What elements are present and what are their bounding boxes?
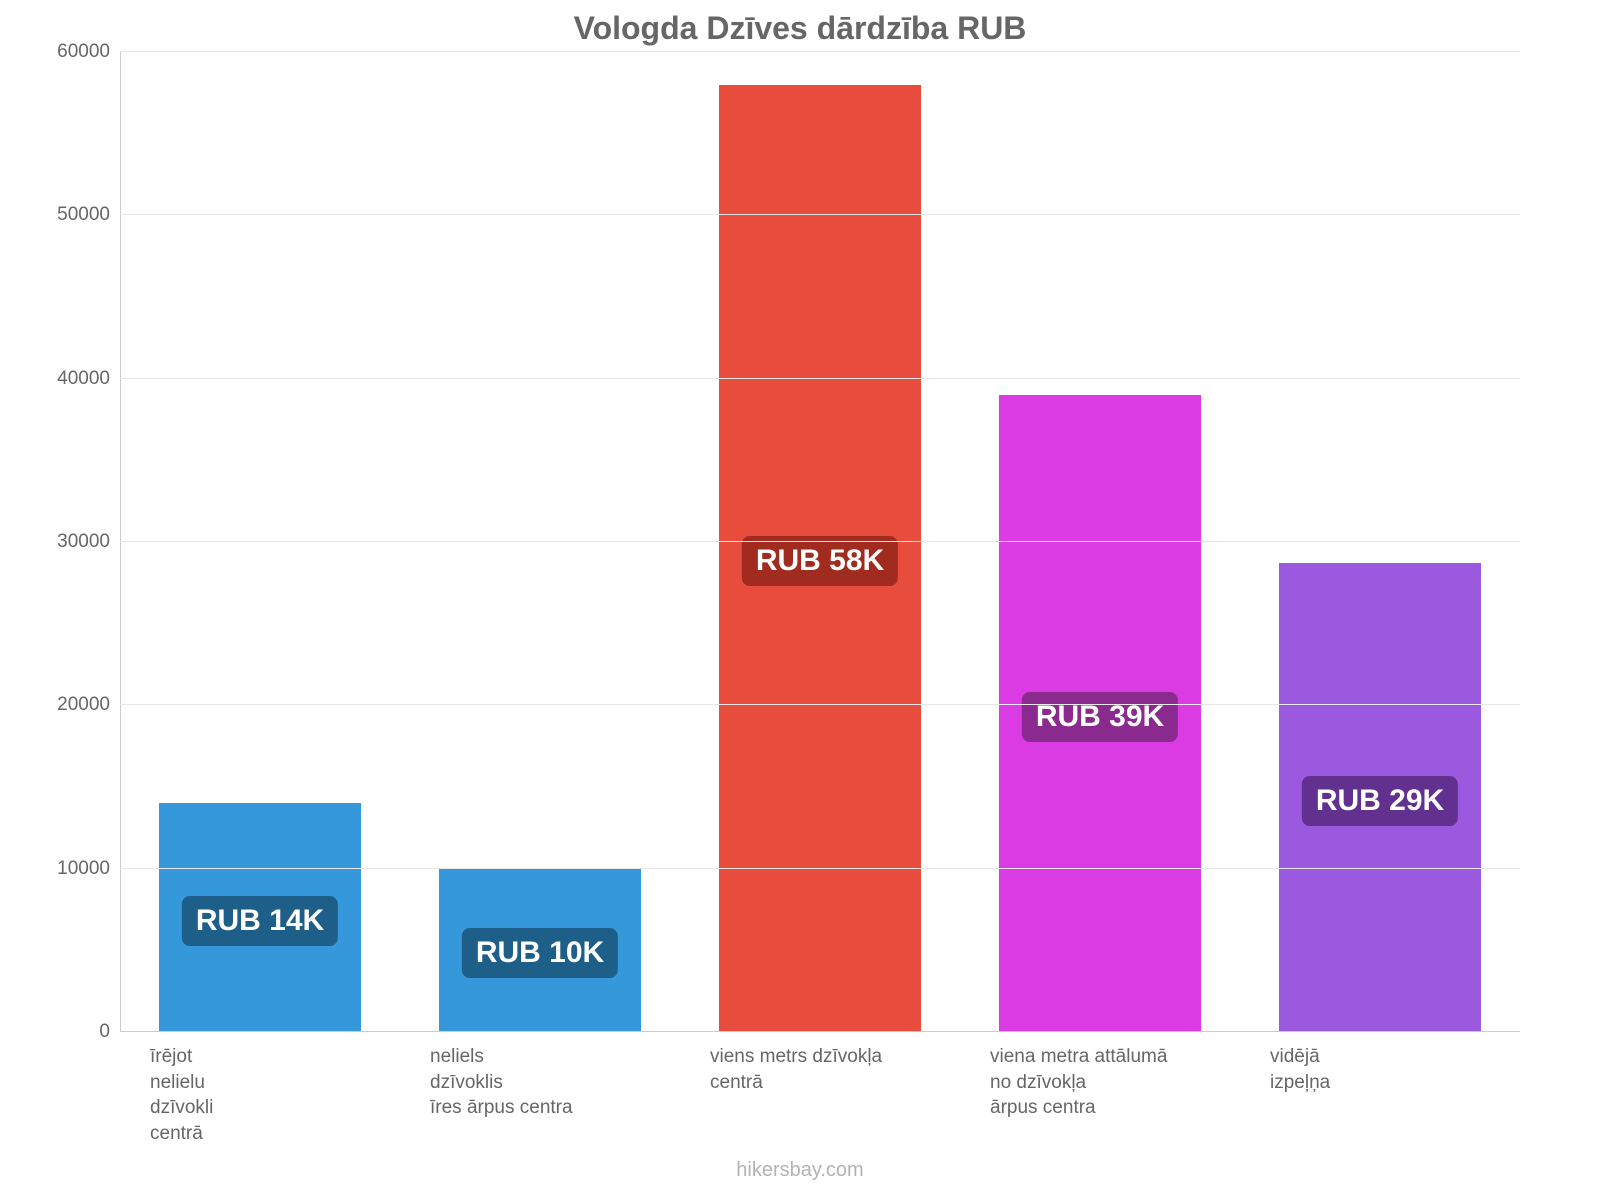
bar: RUB 10K (439, 869, 641, 1032)
x-axis-label: viens metrs dzīvokļacentrā (680, 1044, 960, 1147)
y-tick-label: 60000 (50, 41, 110, 63)
y-tick-label: 40000 (50, 368, 110, 390)
grid-line (120, 214, 1520, 215)
bar-slot: RUB 29K (1240, 52, 1520, 1032)
x-axis-label: vidējāizpeļņa (1240, 1044, 1520, 1147)
bar: RUB 58K (719, 85, 921, 1032)
bar: RUB 29K (1279, 563, 1481, 1032)
x-axis-line (120, 1031, 1520, 1032)
value-badge: RUB 29K (1302, 776, 1458, 826)
chart-title: Vologda Dzīves dārdzība RUB (50, 10, 1550, 47)
grid-line (120, 378, 1520, 379)
value-badge: RUB 14K (182, 896, 338, 946)
value-badge: RUB 10K (462, 928, 618, 978)
bar-slot: RUB 58K (680, 52, 960, 1032)
y-tick-label: 20000 (50, 694, 110, 716)
grid-line (120, 541, 1520, 542)
x-axis-labels: īrējotnelieludzīvoklicentrānelielsdzīvok… (120, 1044, 1520, 1147)
grid-line (120, 51, 1520, 52)
chart-container: Vologda Dzīves dārdzība RUB 010000200003… (50, 10, 1550, 1147)
grid-line (120, 868, 1520, 869)
x-axis-label: viena metra attālumāno dzīvokļaārpus cen… (960, 1044, 1240, 1147)
plot-area: 0100002000030000400005000060000 RUB 14KR… (120, 52, 1520, 1032)
y-axis: 0100002000030000400005000060000 (50, 52, 110, 1032)
y-tick-label: 30000 (50, 531, 110, 553)
attribution-text: hikersbay.com (0, 1159, 1600, 1182)
value-badge: RUB 39K (1022, 692, 1178, 742)
y-tick-label: 50000 (50, 204, 110, 226)
bars-group: RUB 14K RUB 10K RUB 58K RUB 39K RUB 29K (120, 52, 1520, 1032)
bar-slot: RUB 10K (400, 52, 680, 1032)
grid-line (120, 704, 1520, 705)
x-axis-label: nelielsdzīvoklisīres ārpus centra (400, 1044, 680, 1147)
value-badge: RUB 58K (742, 536, 898, 586)
y-tick-label: 10000 (50, 858, 110, 880)
y-tick-label: 0 (50, 1021, 110, 1043)
bar: RUB 14K (159, 803, 361, 1032)
bar-slot: RUB 14K (120, 52, 400, 1032)
bar-slot: RUB 39K (960, 52, 1240, 1032)
x-axis-label: īrējotnelieludzīvoklicentrā (120, 1044, 400, 1147)
bar: RUB 39K (999, 395, 1201, 1032)
